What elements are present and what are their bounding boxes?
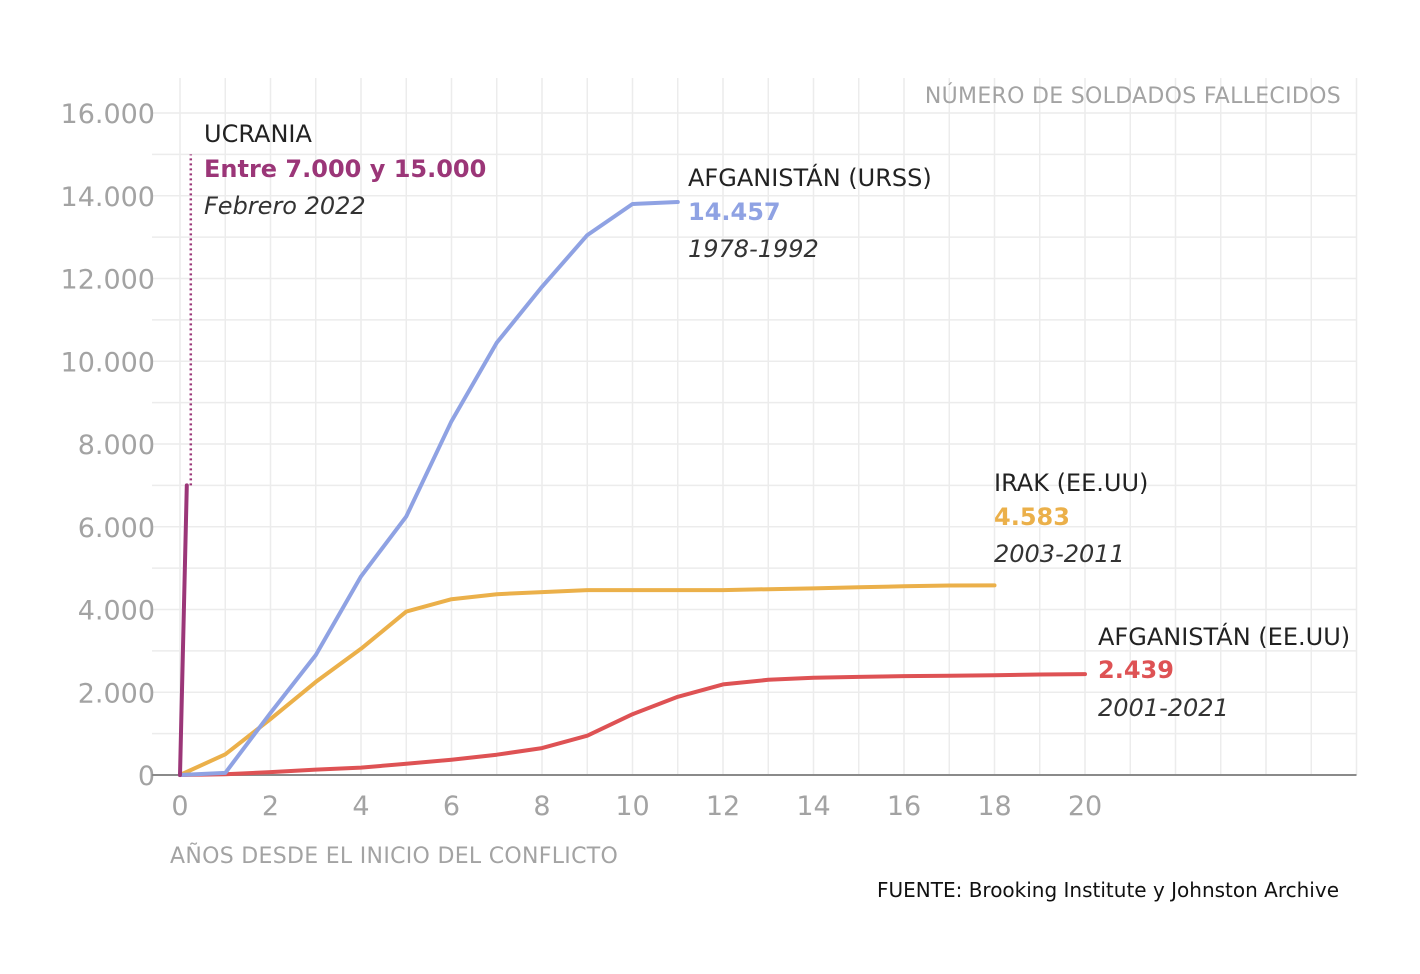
x-axis-label: AÑOS DESDE EL INICIO DEL CONFLICTO — [170, 842, 618, 869]
x-tick-label: 14 — [796, 791, 830, 822]
series-period-afganistan-urss: 1978-1992 — [688, 235, 819, 263]
series-line-ucrania — [178, 483, 189, 777]
y-tick-label: 10.000 — [61, 347, 155, 378]
series-value-afganistan-urss: 14.457 — [688, 198, 781, 226]
y-axis-label: NÚMERO DE SOLDADOS FALLECIDOS — [925, 83, 1341, 109]
series-line-afganist-n-ee-uu — [178, 672, 1087, 777]
series-line-afganist-n-urss — [178, 200, 680, 777]
series-name-afganistan-eeuu: AFGANISTÁN (EE.UU) — [1098, 622, 1350, 651]
y-tick-label: 14.000 — [61, 182, 155, 213]
series-period-irak: 2003-2011 — [994, 540, 1125, 568]
x-tick-label: 10 — [615, 791, 649, 822]
series-value-irak: 4.583 — [994, 503, 1070, 531]
series-value-afganistan-eeuu: 2.439 — [1098, 656, 1174, 684]
x-tick-label: 20 — [1068, 791, 1102, 822]
y-tick-label: 6.000 — [78, 513, 155, 544]
x-tick-label: 4 — [352, 791, 369, 822]
y-tick-label: 8.000 — [78, 430, 155, 461]
x-tick-label: 2 — [262, 791, 279, 822]
x-tick-label: 16 — [887, 791, 921, 822]
grid — [152, 78, 1358, 775]
series-value-ucrania: Entre 7.000 y 15.000 — [204, 155, 486, 183]
series-name-ucrania: UCRANIA — [204, 120, 312, 148]
x-tick-label: 6 — [443, 791, 460, 822]
y-tick-label: 0 — [138, 761, 155, 792]
label-ucrania: UCRANIA Entre 7.000 y 15.000 Febrero 202… — [204, 120, 486, 220]
y-tick-label: 16.000 — [61, 99, 155, 130]
y-tick-label: 12.000 — [61, 265, 155, 296]
label-irak: IRAK (EE.UU) 4.583 2003-2011 — [994, 469, 1148, 568]
label-afganistan-eeuu: AFGANISTÁN (EE.UU) 2.439 2001-2021 — [1098, 622, 1350, 722]
y-axis-ticks: 0 2.000 4.000 6.000 8.000 10.000 12.000 14.000 1… — [61, 99, 155, 792]
series — [178, 154, 1087, 777]
x-tick-label: 8 — [533, 791, 550, 822]
x-axis-ticks: 0 2 4 6 8 10 12 14 16 18 20 — [171, 791, 1102, 822]
x-tick-label: 18 — [977, 791, 1011, 822]
series-line-irak-ee-uu — [178, 583, 997, 777]
x-tick-label: 0 — [171, 791, 188, 822]
series-name-afganistan-urss: AFGANISTÁN (URSS) — [688, 163, 932, 192]
label-afganistan-urss: AFGANISTÁN (URSS) 14.457 1978-1992 — [688, 163, 932, 263]
y-tick-label: 4.000 — [78, 596, 155, 627]
series-name-irak: IRAK (EE.UU) — [994, 469, 1148, 497]
series-period-ucrania: Febrero 2022 — [204, 192, 366, 220]
series-period-afganistan-eeuu: 2001-2021 — [1098, 694, 1229, 722]
x-tick-label: 12 — [706, 791, 740, 822]
y-tick-label: 2.000 — [78, 678, 155, 709]
source-note: FUENTE: Brooking Institute y Johnston Ar… — [877, 878, 1339, 902]
